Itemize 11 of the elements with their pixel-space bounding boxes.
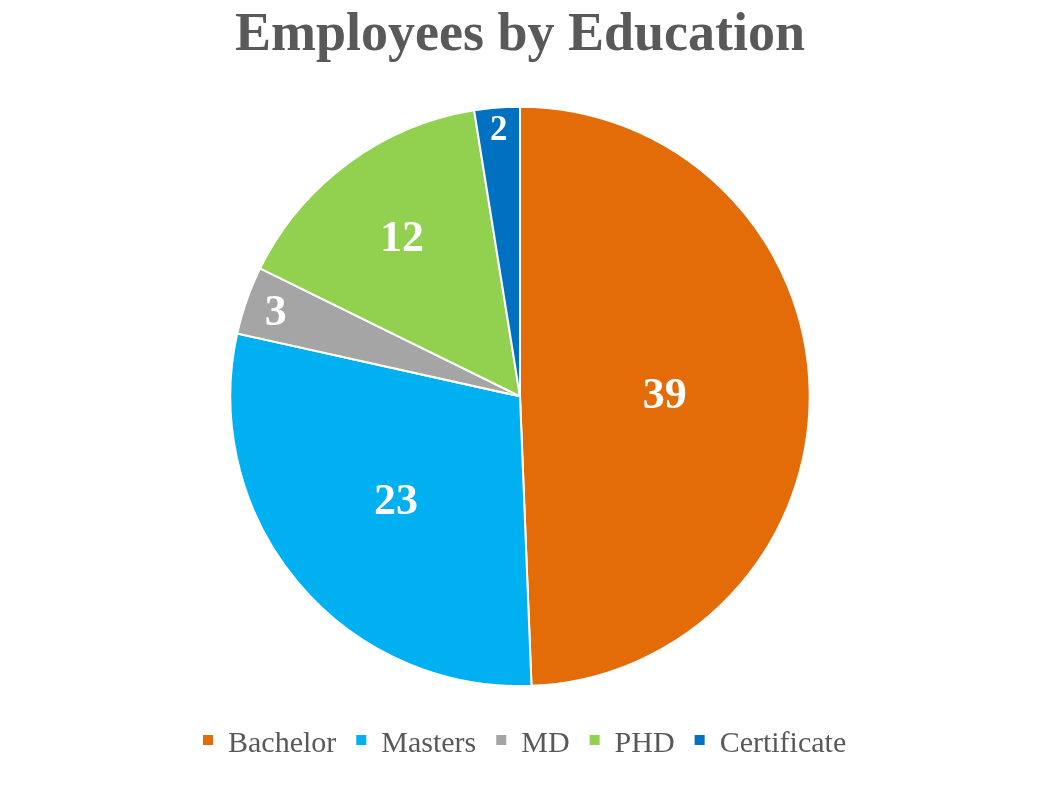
data-label: 2	[489, 109, 508, 149]
legend-label: PHD	[614, 724, 675, 758]
data-label: 3	[264, 286, 287, 336]
legend-label: Bachelor	[228, 724, 337, 758]
chart-title: Employees by Education	[234, 1, 806, 62]
data-label: 12	[380, 212, 425, 262]
data-label: 23	[373, 475, 418, 525]
legend-label: Masters	[381, 724, 477, 758]
legend-label: MD	[521, 724, 570, 758]
legend-label: Certificate	[719, 724, 847, 758]
data-label: 39	[642, 368, 687, 418]
